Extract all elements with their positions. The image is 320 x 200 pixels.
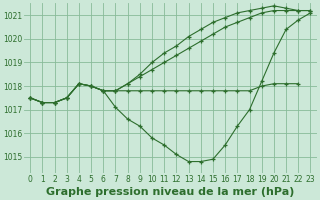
X-axis label: Graphe pression niveau de la mer (hPa): Graphe pression niveau de la mer (hPa) (46, 187, 294, 197)
